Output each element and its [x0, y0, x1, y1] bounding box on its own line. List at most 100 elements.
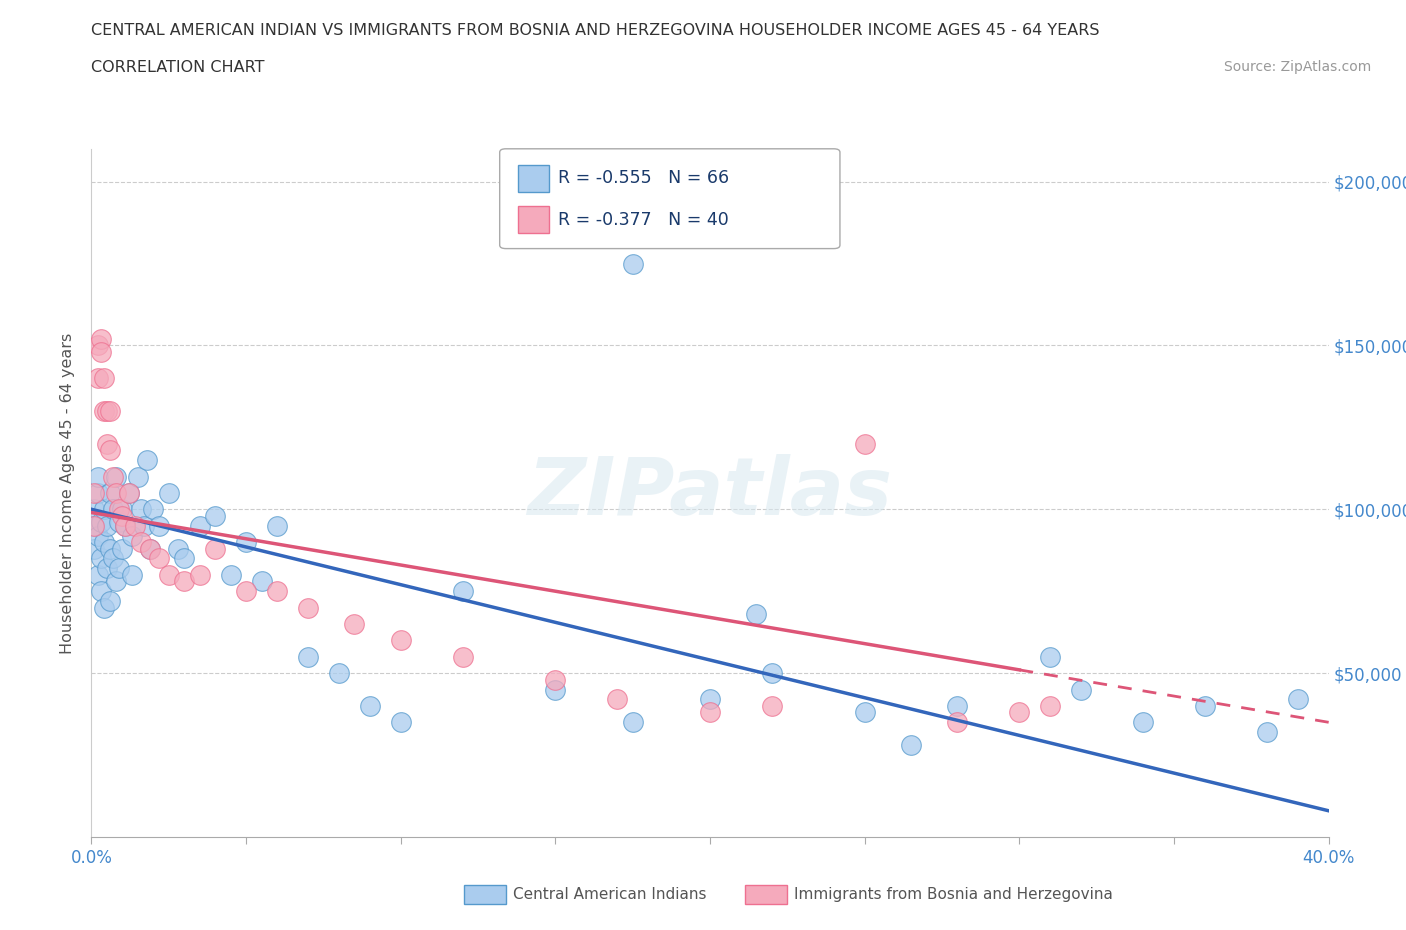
Point	[83, 541, 105, 556]
Point	[761, 698, 783, 713]
Point	[297, 649, 319, 664]
Point	[1070, 682, 1092, 697]
Point	[101, 551, 124, 565]
Point	[90, 584, 112, 599]
Point	[1039, 649, 1062, 664]
Point	[83, 485, 105, 500]
Text: R = -0.555   N = 66: R = -0.555 N = 66	[558, 169, 728, 187]
Point	[105, 574, 128, 589]
Point	[204, 541, 226, 556]
Point	[699, 705, 721, 720]
Point	[359, 698, 381, 713]
Point	[853, 705, 876, 720]
Point	[1194, 698, 1216, 713]
Point	[129, 535, 152, 550]
Point	[108, 502, 131, 517]
Point	[621, 256, 644, 271]
Text: CENTRAL AMERICAN INDIAN VS IMMIGRANTS FROM BOSNIA AND HERZEGOVINA HOUSEHOLDER IN: CENTRAL AMERICAN INDIAN VS IMMIGRANTS FR…	[91, 23, 1099, 38]
Point	[96, 518, 118, 533]
Point	[544, 672, 567, 687]
Point	[297, 600, 319, 615]
Point	[188, 567, 211, 582]
Point	[105, 485, 128, 500]
Point	[111, 541, 134, 556]
Point	[1132, 715, 1154, 730]
Point	[86, 485, 108, 500]
Point	[108, 515, 131, 530]
Point	[108, 561, 131, 576]
Point	[853, 436, 876, 451]
Point	[129, 502, 152, 517]
Point	[621, 715, 644, 730]
FancyBboxPatch shape	[519, 206, 550, 233]
Point	[451, 584, 474, 599]
Point	[343, 617, 366, 631]
Point	[86, 567, 108, 582]
Point	[148, 551, 170, 565]
Text: Immigrants from Bosnia and Herzegovina: Immigrants from Bosnia and Herzegovina	[794, 887, 1114, 902]
Point	[86, 371, 108, 386]
Point	[235, 584, 257, 599]
Point	[157, 485, 180, 500]
Point	[204, 509, 226, 524]
Y-axis label: Householder Income Ages 45 - 64 years: Householder Income Ages 45 - 64 years	[60, 332, 76, 654]
Point	[93, 371, 115, 386]
Point	[114, 518, 136, 533]
Point	[86, 338, 108, 352]
FancyBboxPatch shape	[499, 149, 839, 248]
Point	[1256, 724, 1278, 739]
Point	[235, 535, 257, 550]
Point	[121, 567, 143, 582]
Point	[606, 692, 628, 707]
Point	[699, 692, 721, 707]
Point	[101, 469, 124, 484]
Point	[250, 574, 273, 589]
Point	[83, 518, 105, 533]
Point	[266, 518, 288, 533]
Point	[1008, 705, 1031, 720]
Point	[93, 600, 115, 615]
Point	[105, 469, 128, 484]
Point	[761, 666, 783, 681]
Text: Central American Indians: Central American Indians	[513, 887, 707, 902]
Text: Source: ZipAtlas.com: Source: ZipAtlas.com	[1223, 60, 1371, 74]
Point	[389, 633, 412, 648]
Point	[451, 649, 474, 664]
FancyBboxPatch shape	[519, 165, 550, 193]
Point	[90, 551, 112, 565]
Point	[96, 436, 118, 451]
Text: CORRELATION CHART: CORRELATION CHART	[91, 60, 264, 75]
Point	[96, 404, 118, 418]
Point	[98, 593, 121, 608]
Point	[136, 453, 159, 468]
Point	[219, 567, 242, 582]
Point	[900, 737, 922, 752]
Point	[90, 331, 112, 346]
Point	[98, 541, 121, 556]
Point	[111, 509, 134, 524]
Point	[167, 541, 190, 556]
Point	[946, 715, 969, 730]
Point	[266, 584, 288, 599]
Point	[117, 485, 139, 500]
Text: R = -0.377   N = 40: R = -0.377 N = 40	[558, 211, 728, 229]
Point	[96, 561, 118, 576]
Point	[93, 502, 115, 517]
Point	[121, 528, 143, 543]
Point	[389, 715, 412, 730]
Point	[142, 502, 165, 517]
Point	[188, 518, 211, 533]
Point	[132, 518, 155, 533]
Point	[111, 502, 134, 517]
Point	[114, 518, 136, 533]
Point	[90, 515, 112, 530]
Point	[745, 606, 768, 621]
Point	[98, 443, 121, 458]
Point	[117, 485, 139, 500]
Point	[101, 502, 124, 517]
Point	[98, 485, 121, 500]
Point	[139, 541, 162, 556]
Point	[83, 518, 105, 533]
Point	[1039, 698, 1062, 713]
Point	[124, 518, 146, 533]
